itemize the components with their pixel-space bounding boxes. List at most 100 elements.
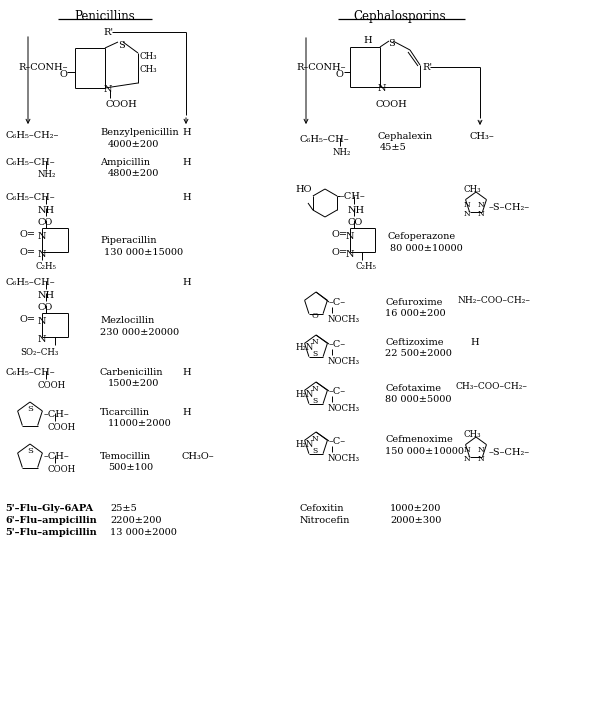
Text: –S–CH₂–: –S–CH₂– bbox=[489, 203, 530, 212]
Text: Ticarcillin: Ticarcillin bbox=[100, 408, 150, 417]
Text: COOH: COOH bbox=[38, 381, 66, 390]
Text: C₆H₅–CH–: C₆H₅–CH– bbox=[5, 278, 54, 287]
Text: NH: NH bbox=[38, 291, 55, 300]
Text: Benzylpenicillin: Benzylpenicillin bbox=[100, 128, 179, 137]
Text: Cefoxitin: Cefoxitin bbox=[300, 504, 345, 513]
Text: 5'–Flu–Gly–6APA: 5'–Flu–Gly–6APA bbox=[5, 504, 93, 513]
Text: S: S bbox=[27, 405, 33, 413]
Text: O: O bbox=[60, 70, 68, 79]
Text: Penicillins: Penicillins bbox=[75, 10, 136, 23]
Text: N: N bbox=[478, 455, 485, 463]
Text: H: H bbox=[182, 368, 191, 377]
Text: N: N bbox=[478, 201, 485, 209]
Text: Cefmenoxime: Cefmenoxime bbox=[385, 435, 453, 444]
Text: N: N bbox=[104, 85, 112, 94]
Text: CH₃: CH₃ bbox=[464, 430, 482, 439]
Text: H: H bbox=[182, 193, 191, 202]
Text: 130 000±15000: 130 000±15000 bbox=[104, 248, 183, 257]
Text: Temocillin: Temocillin bbox=[100, 452, 151, 461]
Text: C₆H₅–CH–: C₆H₅–CH– bbox=[5, 158, 54, 167]
Text: N: N bbox=[478, 446, 485, 454]
Text: C₆H₅–CH–: C₆H₅–CH– bbox=[5, 368, 54, 377]
Text: H: H bbox=[470, 338, 478, 347]
Text: N: N bbox=[38, 250, 47, 259]
Text: H₂N: H₂N bbox=[296, 440, 314, 449]
Text: NH₂: NH₂ bbox=[38, 170, 56, 179]
Text: C₆H₅–CH–: C₆H₅–CH– bbox=[5, 193, 54, 202]
Text: Cefoperazone: Cefoperazone bbox=[388, 232, 456, 241]
Text: COOH: COOH bbox=[375, 100, 407, 109]
Text: –C–: –C– bbox=[329, 437, 346, 446]
Text: CH₃O–: CH₃O– bbox=[182, 452, 215, 461]
Text: 4800±200: 4800±200 bbox=[108, 169, 159, 178]
Text: N: N bbox=[346, 250, 355, 259]
Text: O=: O= bbox=[332, 248, 348, 257]
Text: –C–: –C– bbox=[329, 340, 346, 349]
Text: 80 000±10000: 80 000±10000 bbox=[390, 244, 463, 253]
Text: Carbenicillin: Carbenicillin bbox=[100, 368, 163, 377]
Text: S: S bbox=[388, 39, 395, 48]
Text: SO₂–CH₃: SO₂–CH₃ bbox=[20, 348, 59, 357]
Text: H: H bbox=[182, 278, 191, 287]
Text: CH₃–COO–CH₂–: CH₃–COO–CH₂– bbox=[456, 382, 528, 391]
Text: NH₂–COO–CH₂–: NH₂–COO–CH₂– bbox=[458, 296, 531, 305]
Text: H₂N: H₂N bbox=[296, 343, 314, 352]
Text: NOCH₃: NOCH₃ bbox=[328, 404, 360, 413]
Text: 150 000±10000: 150 000±10000 bbox=[385, 447, 464, 456]
Text: –S–CH₂–: –S–CH₂– bbox=[489, 448, 530, 457]
Text: 80 000±5000: 80 000±5000 bbox=[385, 395, 452, 404]
Text: 11000±2000: 11000±2000 bbox=[108, 419, 172, 428]
Text: H: H bbox=[182, 158, 191, 167]
Text: 230 000±20000: 230 000±20000 bbox=[100, 328, 179, 337]
Text: H: H bbox=[363, 36, 372, 45]
Text: CH₃: CH₃ bbox=[140, 65, 157, 74]
Text: Piperacillin: Piperacillin bbox=[100, 236, 156, 245]
Text: H: H bbox=[182, 408, 191, 417]
Text: CH₃–: CH₃– bbox=[470, 132, 495, 141]
Text: C₂H₅: C₂H₅ bbox=[36, 262, 57, 271]
Text: H₂N: H₂N bbox=[296, 390, 314, 399]
Text: S: S bbox=[118, 41, 125, 50]
Text: O: O bbox=[336, 70, 344, 79]
Text: –C–: –C– bbox=[329, 298, 346, 307]
Text: R': R' bbox=[103, 28, 113, 37]
Text: –C–: –C– bbox=[329, 387, 346, 396]
Text: O: O bbox=[311, 312, 318, 320]
Text: Cephalexin: Cephalexin bbox=[377, 132, 432, 141]
Text: C₂H₅: C₂H₅ bbox=[356, 262, 377, 271]
Text: 13 000±2000: 13 000±2000 bbox=[110, 528, 177, 537]
Text: 4000±200: 4000±200 bbox=[108, 140, 159, 149]
Text: Nitrocefin: Nitrocefin bbox=[300, 516, 350, 525]
Text: N: N bbox=[312, 385, 318, 393]
Text: CO: CO bbox=[38, 303, 53, 312]
Text: S: S bbox=[312, 350, 317, 358]
Text: COOH: COOH bbox=[47, 423, 75, 432]
Text: S: S bbox=[27, 447, 33, 455]
Text: N: N bbox=[478, 210, 485, 218]
Text: CO: CO bbox=[348, 218, 363, 227]
Text: NOCH₃: NOCH₃ bbox=[328, 454, 360, 463]
Text: 45±5: 45±5 bbox=[380, 143, 407, 152]
Text: HO: HO bbox=[295, 185, 311, 194]
Text: N: N bbox=[464, 210, 471, 218]
Text: NH₂: NH₂ bbox=[333, 148, 352, 157]
Text: Ceftizoxime: Ceftizoxime bbox=[385, 338, 443, 347]
Text: O=: O= bbox=[20, 315, 36, 324]
Text: N: N bbox=[38, 335, 47, 344]
Text: Ampicillin: Ampicillin bbox=[100, 158, 150, 167]
Text: NH: NH bbox=[38, 206, 55, 215]
Text: Cephalosporins: Cephalosporins bbox=[353, 10, 446, 23]
Text: 1500±200: 1500±200 bbox=[108, 379, 159, 388]
Text: O=: O= bbox=[20, 230, 36, 239]
Text: O=: O= bbox=[332, 230, 348, 239]
Text: R': R' bbox=[422, 63, 432, 72]
Text: C₆H₅–CH₂–: C₆H₅–CH₂– bbox=[5, 131, 59, 140]
Text: 2200±200: 2200±200 bbox=[110, 516, 162, 525]
Text: CO: CO bbox=[38, 218, 53, 227]
Text: N: N bbox=[38, 317, 47, 326]
Text: C₆H₅–CH–: C₆H₅–CH– bbox=[300, 135, 350, 144]
Text: –CH–: –CH– bbox=[44, 410, 70, 419]
Text: H: H bbox=[182, 128, 191, 137]
Text: R–CONH–: R–CONH– bbox=[18, 63, 67, 72]
Text: O=: O= bbox=[20, 248, 36, 257]
